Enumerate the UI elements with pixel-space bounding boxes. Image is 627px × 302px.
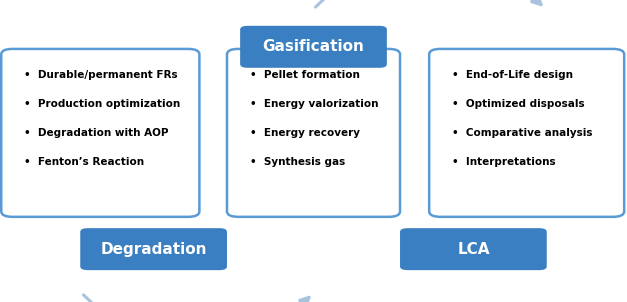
Text: •  Energy valorization: • Energy valorization	[250, 99, 378, 109]
Text: •  Production optimization: • Production optimization	[24, 99, 180, 109]
Text: •  End-of-Life design: • End-of-Life design	[451, 70, 572, 81]
Text: •  Optimized disposals: • Optimized disposals	[451, 99, 584, 109]
Text: LCA: LCA	[457, 242, 490, 257]
FancyBboxPatch shape	[240, 26, 387, 68]
Text: Degradation: Degradation	[100, 242, 207, 257]
FancyBboxPatch shape	[400, 228, 547, 270]
FancyBboxPatch shape	[1, 49, 199, 217]
Text: Gasification: Gasification	[263, 39, 364, 54]
FancyBboxPatch shape	[80, 228, 227, 270]
Text: •  Pellet formation: • Pellet formation	[250, 70, 359, 81]
Text: •  Durable/permanent FRs: • Durable/permanent FRs	[24, 70, 177, 81]
Text: •  Comparative analysis: • Comparative analysis	[451, 128, 593, 138]
FancyBboxPatch shape	[429, 49, 624, 217]
Text: •  Interpretations: • Interpretations	[451, 156, 556, 167]
Text: •  Fenton’s Reaction: • Fenton’s Reaction	[24, 156, 144, 167]
Text: •  Degradation with AOP: • Degradation with AOP	[24, 128, 168, 138]
Text: •  Synthesis gas: • Synthesis gas	[250, 156, 345, 167]
FancyBboxPatch shape	[227, 49, 400, 217]
Text: •  Energy recovery: • Energy recovery	[250, 128, 359, 138]
